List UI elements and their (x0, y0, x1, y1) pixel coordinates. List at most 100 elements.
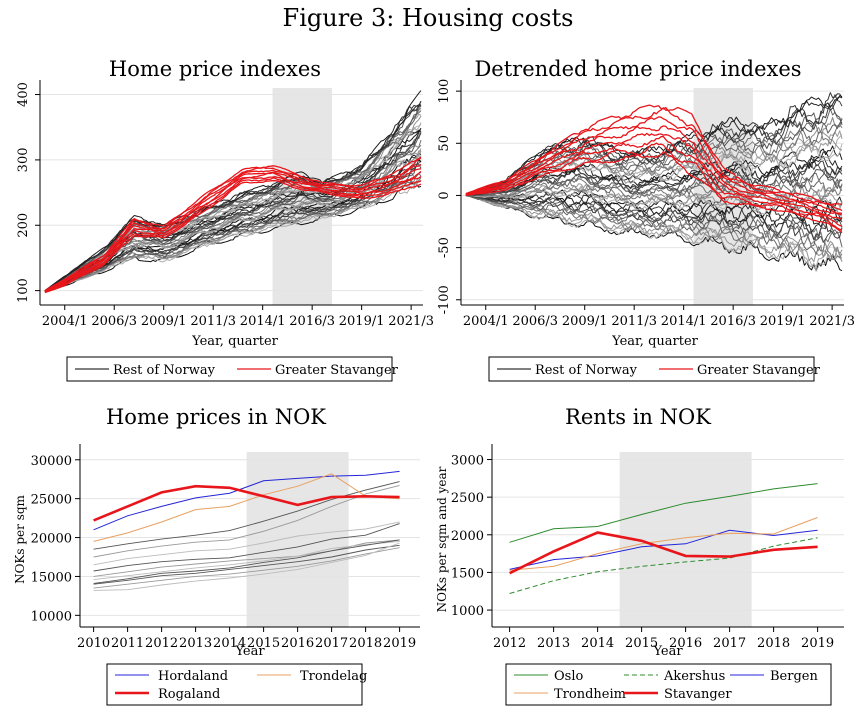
series-line-rest-of-norway (465, 95, 843, 196)
series-line-greater-stavanger (44, 156, 422, 292)
x-tick-label: 2013 (179, 636, 212, 651)
series-line-rest-of-norway (465, 195, 843, 268)
background-series-line (93, 521, 400, 566)
background-series-line (93, 547, 400, 589)
y-axis-label: NOKs per sqm and year (435, 466, 449, 612)
legend-label: Rest of Norway (535, 363, 638, 378)
legend: Rest of Norway Greater Stavanger (66, 356, 399, 382)
series-line-bergen (509, 529, 818, 570)
legend-label: Rest of Norway (113, 363, 216, 378)
series-line-greater-stavanger (465, 135, 843, 227)
series-line-greater-stavanger (44, 168, 422, 292)
series-line-rest-of-norway (44, 181, 422, 293)
series-line-rest-of-norway (465, 167, 843, 196)
legend-label: Trondheim (554, 687, 626, 702)
series-line-rest-of-norway (465, 117, 843, 196)
series-line-rest-of-norway (465, 176, 843, 203)
series-line-rest-of-norway (465, 96, 843, 196)
series-line-greater-stavanger (44, 164, 422, 292)
series-line-oslo (509, 483, 818, 543)
x-tick-label: 2021/3 (388, 314, 434, 329)
x-tick-label: 2006/3 (512, 314, 558, 329)
x-tick-label: 2016/3 (710, 314, 756, 329)
y-tick-label: 3000 (451, 454, 484, 469)
chart-title: Home price indexes (109, 57, 321, 81)
x-tick-label: 2013 (537, 636, 570, 651)
series-line-greater-stavanger (465, 151, 843, 234)
x-tick-label: 2019/1 (339, 314, 385, 329)
series-line-rest-of-norway (465, 112, 843, 196)
y-tick-label: 1500 (451, 566, 484, 581)
y-tick-label: 50 (437, 135, 452, 152)
y-tick-label: 20000 (31, 532, 72, 547)
background-series-line (93, 544, 400, 585)
x-tick-label: 2009/1 (562, 314, 608, 329)
legend-label: Bergen (770, 669, 818, 684)
x-tick-label: 2015 (625, 636, 658, 651)
background-series-line (93, 481, 400, 550)
y-tick-label: 30000 (31, 454, 72, 469)
chart-title: Detrended home price indexes (474, 57, 801, 81)
x-tick-label: 2009/1 (141, 314, 187, 329)
legend-label: Akershus (663, 669, 725, 684)
x-tick-label: 2012 (145, 636, 178, 651)
plot-area (465, 92, 843, 272)
x-tick-label: 2011 (111, 636, 144, 651)
series-line-greater-stavanger (44, 177, 422, 293)
x-tick-label: 2018 (757, 636, 790, 651)
legend: Oslo Akershus Bergen Trondheim Stavanger (505, 663, 832, 706)
legend-label: Rogaland (158, 687, 220, 702)
x-tick-label: 2017 (315, 636, 348, 651)
series-line-rest-of-norway (465, 195, 843, 261)
x-tick-label: 2014 (213, 636, 246, 651)
x-tick-label: 2004/1 (463, 314, 509, 329)
y-tick-label: 300 (16, 147, 31, 172)
legend: Rest of Norway Greater Stavanger (488, 356, 821, 382)
x-tick-label: 2019 (801, 636, 834, 651)
y-tick-label: 2000 (451, 529, 484, 544)
series-line-greater-stavanger (44, 175, 422, 293)
y-tick-label: 400 (16, 82, 31, 107)
x-tick-label: 2004/1 (42, 314, 88, 329)
plot-area (44, 90, 422, 294)
series-line-greater-stavanger (465, 116, 843, 214)
chart-p4: Rents in NOK 1000 1500 2000 2500 3000 2012 2013… (435, 405, 844, 706)
series-line-rest-of-norway (465, 181, 843, 205)
chart-p3: Home prices in NOK 10000 15000 20000 25000 30… (13, 405, 420, 706)
series-line-trondheim (509, 517, 818, 571)
series-line-hordaland (93, 470, 400, 531)
series-line-rest-of-norway (465, 108, 843, 196)
figure-title: Figure 3: Housing costs (283, 4, 574, 32)
chart-p2: Detrended home price indexes 100 50 0 -50 -10… (437, 57, 855, 382)
series-line-rest-of-norway (44, 181, 422, 293)
background-series-line (93, 542, 400, 591)
series-line-rest-of-norway (465, 168, 843, 197)
x-tick-label: 2006/3 (91, 314, 137, 329)
x-axis-label: Year (652, 644, 683, 659)
legend-box (106, 663, 363, 706)
series-line-greater-stavanger (465, 107, 843, 212)
y-tick-label: 0 (437, 191, 452, 199)
x-tick-label: 2014/1 (240, 314, 286, 329)
chart-title: Rents in NOK (565, 405, 711, 429)
chart-p1: Home price indexes 100 200 300 400 2004/1 2006… (16, 57, 434, 382)
series-line-rest-of-norway (465, 105, 843, 196)
legend-label: Trondelag (300, 669, 367, 684)
x-tick-label: 2015 (247, 636, 280, 651)
x-tick-label: 2019/1 (760, 314, 806, 329)
y-axis-label: NOKs per sqm (13, 494, 27, 583)
x-tick-label: 2014 (581, 636, 614, 651)
y-tick-label: -50 (437, 237, 452, 258)
background-series-line (93, 484, 400, 558)
series-line-rest-of-norway (465, 195, 843, 255)
series-line-rest-of-norway (44, 178, 422, 293)
series-line-greater-stavanger (465, 142, 843, 231)
x-tick-label: 2018 (349, 636, 382, 651)
background-series-line (93, 540, 400, 581)
series-line-greater-stavanger (465, 104, 843, 206)
y-tick-label: 200 (16, 213, 31, 238)
y-tick-label: 100 (437, 79, 452, 104)
y-tick-label: 2500 (451, 491, 484, 506)
series-line-rest-of-norway (465, 183, 843, 209)
